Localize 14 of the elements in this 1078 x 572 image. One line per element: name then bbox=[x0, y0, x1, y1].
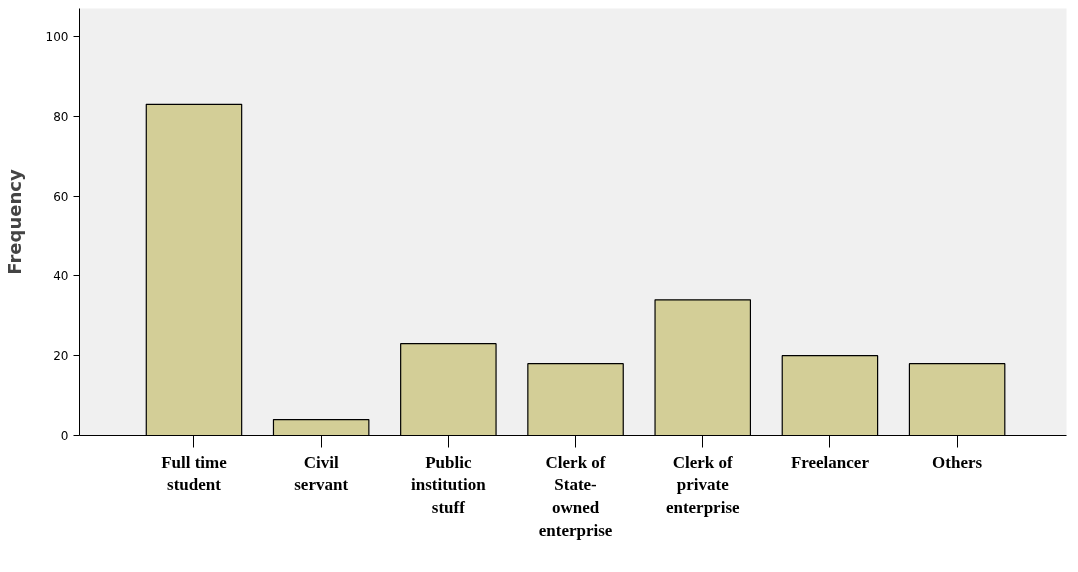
y-tick-label: 20 bbox=[53, 349, 69, 364]
y-tick-label: 60 bbox=[53, 189, 69, 204]
x-tick-label: Public institution stuff bbox=[411, 452, 487, 518]
x-tick-label: Civil servant bbox=[294, 452, 349, 495]
y-tick-label: 100 bbox=[45, 29, 69, 44]
y-tick-label: 40 bbox=[53, 269, 69, 284]
y-axis-title: Frequency bbox=[3, 169, 25, 275]
x-tick-label: Full time student bbox=[161, 452, 228, 495]
x-tick-label: Others bbox=[932, 452, 983, 472]
x-tick-label: Clerk of State-owned enterprise bbox=[538, 452, 613, 540]
x-tick-label: Freelancer bbox=[790, 452, 870, 472]
x-tick-label: Clerk of private enterprise bbox=[665, 452, 741, 518]
y-tick-label: 80 bbox=[53, 109, 69, 124]
y-tick-label: 0 bbox=[60, 429, 69, 443]
